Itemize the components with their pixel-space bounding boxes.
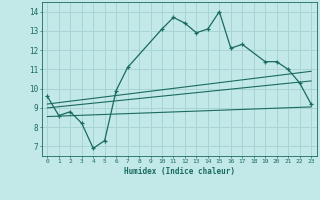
X-axis label: Humidex (Indice chaleur): Humidex (Indice chaleur) [124, 167, 235, 176]
